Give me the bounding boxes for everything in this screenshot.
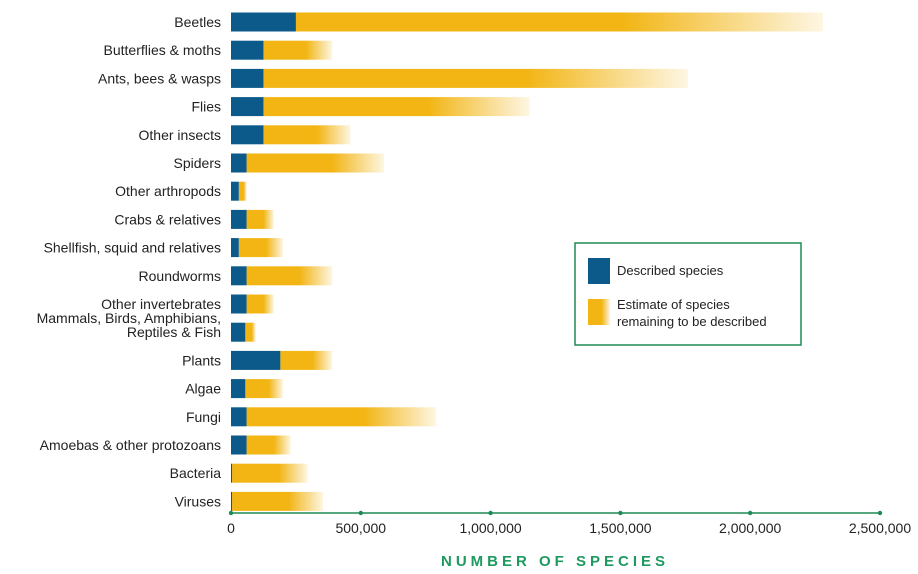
bar-estimate [246, 266, 333, 286]
category-label: Other invertebrates [101, 296, 221, 312]
x-tick-mark [618, 510, 623, 516]
bar-estimate [246, 294, 274, 314]
category-label: Plants [182, 352, 221, 368]
x-tick-mark [748, 510, 753, 516]
bar-group [231, 12, 823, 511]
bar-described [231, 407, 247, 427]
bar-estimate [263, 125, 351, 145]
bar-estimate [295, 12, 823, 32]
bar-estimate [246, 153, 385, 173]
category-label: Roundworms [139, 268, 221, 284]
category-label: Mammals, Birds, Amphibians, Reptiles & Fi… [37, 310, 221, 340]
bar-described [231, 491, 233, 511]
x-tick-label: 500,000 [335, 520, 386, 536]
category-labels: Beetles Butterflies & moths Ants, bees & w… [37, 14, 222, 509]
bar-described [231, 238, 239, 258]
category-label: Crabs & relatives [114, 211, 221, 227]
x-tick-label: 0 [227, 520, 235, 536]
bar-described [231, 294, 247, 314]
bar-estimate [245, 379, 283, 399]
category-label: Butterflies & moths [104, 42, 222, 58]
legend: Described species Estimate of species rema… [574, 242, 802, 346]
bar-estimate [246, 407, 437, 427]
bar-estimate [232, 491, 324, 511]
x-tick-label: 2,000,000 [719, 520, 781, 536]
bar-described [231, 40, 264, 60]
bar-described [231, 153, 247, 173]
bar-described [231, 209, 247, 229]
x-axis: 0 500,000 1,000,000 1,500,000 2,000,000 2,500… [227, 510, 911, 536]
category-label: Beetles [174, 14, 221, 30]
category-label: Other insects [139, 127, 221, 143]
bar-described [231, 125, 264, 145]
category-label: Spiders [174, 155, 221, 171]
bar-estimate [246, 209, 274, 229]
bar-estimate [263, 97, 530, 117]
category-label: Other arthropods [115, 183, 221, 199]
category-label: Fungi [186, 409, 221, 425]
x-tick-label: 1,500,000 [589, 520, 651, 536]
category-label: Viruses [175, 493, 221, 509]
legend-label-estimate: Estimate of species remaining to be descr… [617, 297, 767, 329]
bar-described [231, 379, 246, 399]
bar-described [231, 463, 233, 483]
bar-described [231, 322, 246, 342]
bar-described [231, 12, 296, 32]
bar-described [231, 435, 247, 455]
x-tick-mark [228, 510, 234, 516]
bar-described [231, 350, 281, 370]
category-label: Algae [185, 381, 221, 397]
bar-estimate [238, 181, 247, 201]
bar-described [231, 266, 247, 286]
bar-estimate [238, 238, 283, 258]
bar-estimate [245, 322, 256, 342]
category-label: Bacteria [170, 465, 222, 481]
category-label: Amoebas & other protozoans [40, 437, 221, 453]
x-tick-mark [488, 510, 493, 516]
legend-box [574, 242, 802, 346]
legend-label-described: Described species [617, 263, 724, 278]
x-tick-label: 2,500,000 [849, 520, 911, 536]
bar-estimate [232, 463, 308, 483]
category-label: Flies [191, 99, 221, 115]
bar-described [231, 181, 239, 201]
x-tick-label: 1,000,000 [459, 520, 521, 536]
bar-described [231, 68, 264, 88]
bar-estimate [263, 40, 333, 60]
bar-estimate [280, 350, 333, 370]
x-tick-mark [358, 510, 363, 516]
category-label: Shellfish, squid and relatives [44, 240, 221, 256]
legend-swatch-described [588, 258, 610, 284]
category-label: Ants, bees & wasps [98, 70, 221, 86]
x-axis-title: NUMBER OF SPECIES [441, 553, 669, 570]
bar-estimate [263, 68, 688, 88]
bar-described [231, 97, 264, 117]
legend-swatch-estimate [588, 299, 610, 325]
x-tick-mark [877, 510, 883, 516]
bar-estimate [246, 435, 291, 455]
